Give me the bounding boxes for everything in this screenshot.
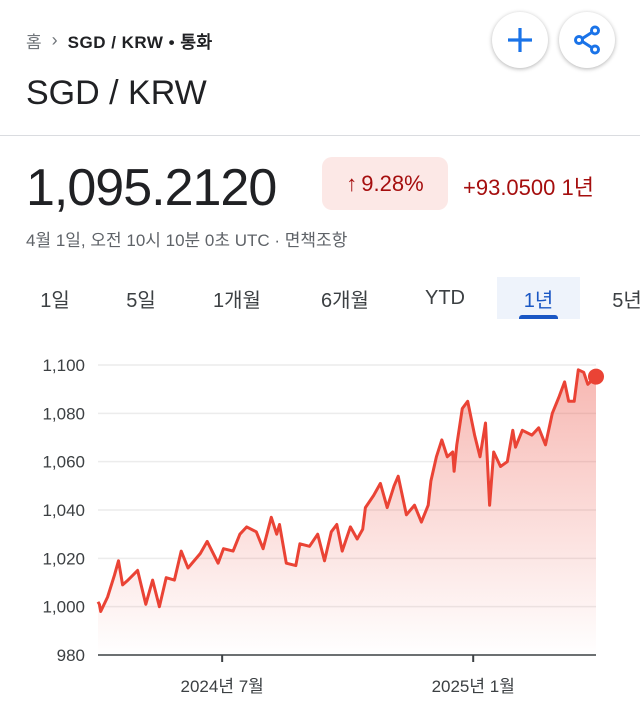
range-tabs: 1일 5일 1개월 6개월 YTD 1년 5년 xyxy=(0,277,640,319)
change-percent-badge: ↑ 9.28% xyxy=(322,157,448,210)
current-price: 1,095.2120 xyxy=(26,159,277,217)
breadcrumb-current: SGD / KRW • 통화 xyxy=(67,33,213,52)
x-tick-label: 2024년 7월 xyxy=(181,677,264,696)
y-tick-label: 1,000 xyxy=(42,598,85,617)
tab-ytd[interactable]: YTD xyxy=(425,286,465,309)
price-chart[interactable]: 1,100 1,080 1,060 1,040 1,020 1,000 980 2024년 … xyxy=(0,330,640,709)
divider xyxy=(0,135,640,136)
share-icon xyxy=(574,25,600,55)
price-line xyxy=(96,368,598,613)
y-tick-label: 980 xyxy=(57,646,85,665)
tab-1y[interactable]: 1년 xyxy=(497,277,580,319)
tab-1d[interactable]: 1일 xyxy=(40,289,70,312)
share-button[interactable] xyxy=(559,12,615,68)
breadcrumb: 홈 › SGD / KRW • 통화 xyxy=(26,28,213,53)
y-tick-label: 1,060 xyxy=(42,453,85,472)
breadcrumb-home[interactable]: 홈 xyxy=(26,33,42,52)
chevron-right-icon: › xyxy=(51,30,58,50)
y-tick-label: 1,100 xyxy=(42,356,85,375)
y-tick-label: 1,080 xyxy=(42,404,85,423)
plus-icon xyxy=(508,28,532,52)
change-absolute: +93.0500 1년 xyxy=(463,175,594,200)
tab-6m[interactable]: 6개월 xyxy=(321,289,369,312)
tab-5y[interactable]: 5년 xyxy=(612,289,640,312)
tab-5d[interactable]: 5일 xyxy=(126,289,156,312)
arrow-up-icon: ↑ xyxy=(346,170,358,196)
y-tick-label: 1,040 xyxy=(42,501,85,520)
change-percent: 9.28% xyxy=(361,170,424,196)
price-area-fill xyxy=(98,369,596,655)
tab-1m[interactable]: 1개월 xyxy=(213,289,261,312)
latest-point-marker xyxy=(588,368,604,385)
page-title: SGD / KRW xyxy=(26,74,207,112)
add-button[interactable] xyxy=(492,12,548,68)
y-tick-label: 1,020 xyxy=(42,549,85,568)
x-tick-label: 2025년 1월 xyxy=(432,677,515,696)
timestamp-disclaimer[interactable]: 4월 1일, 오전 10시 10분 0초 UTC · 면책조항 xyxy=(26,231,348,250)
